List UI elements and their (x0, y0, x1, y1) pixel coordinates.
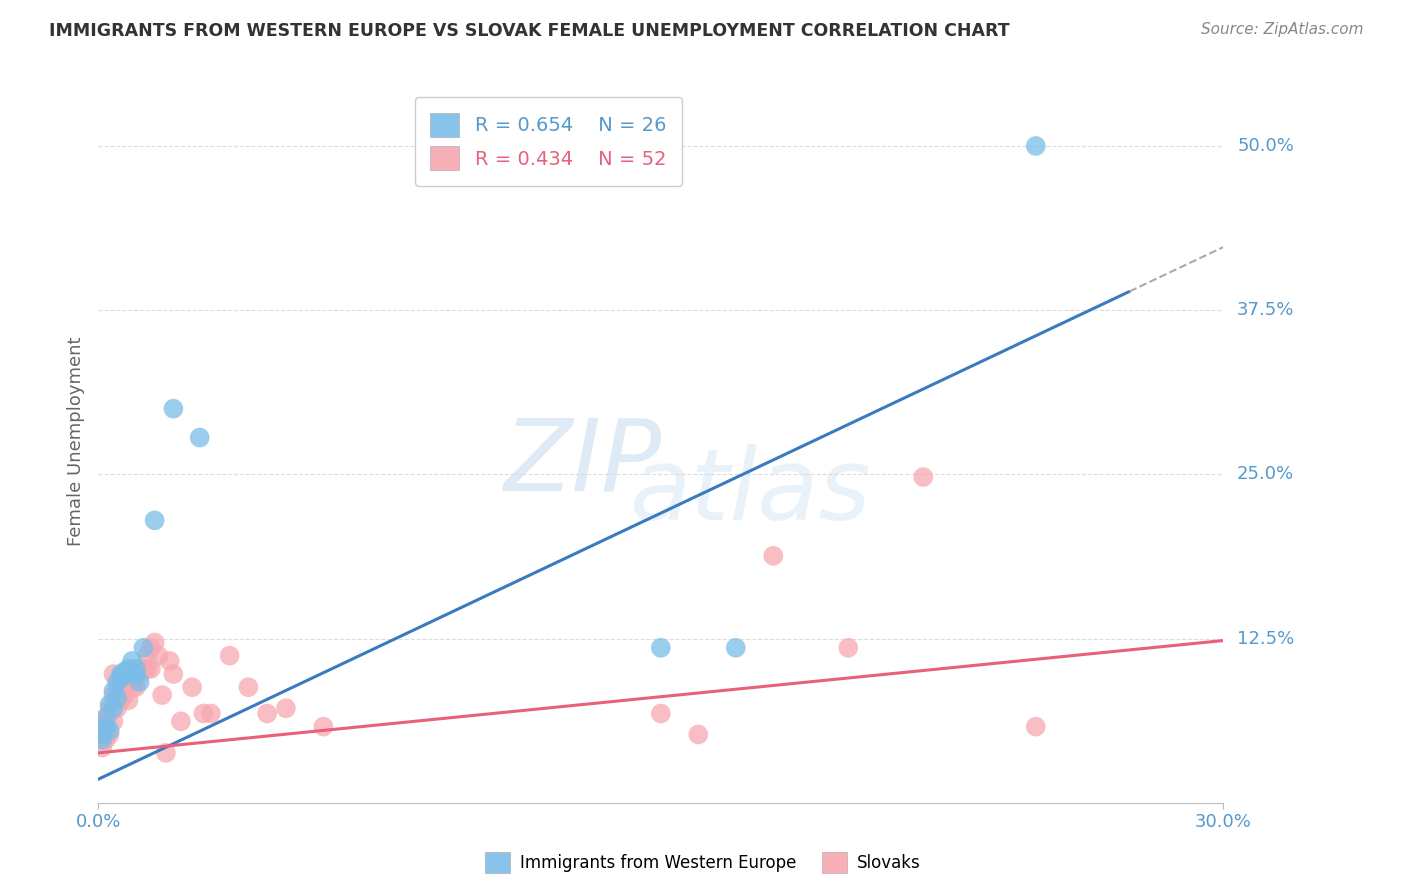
Text: Source: ZipAtlas.com: Source: ZipAtlas.com (1201, 22, 1364, 37)
Point (132, 640, 155, 655)
Point (91, 714, 114, 729)
Point (94, 710, 117, 724)
Point (312, 720, 335, 734)
Point (1025, 139, 1047, 153)
Point (650, 640, 672, 655)
Point (114, 665, 136, 679)
Point (132, 662, 155, 676)
Point (121, 654, 143, 668)
Point (103, 701, 125, 715)
Point (188, 431, 211, 445)
Legend: Immigrants from Western Europe, Slovaks: Immigrants from Western Europe, Slovaks (479, 846, 927, 880)
Text: 37.5%: 37.5% (1237, 301, 1295, 319)
Point (155, 746, 177, 760)
Text: 12.5%: 12.5% (1237, 630, 1295, 648)
Point (94, 720, 117, 734)
Point (105, 675, 128, 690)
Point (117, 693, 139, 707)
Point (114, 688, 136, 702)
Point (912, 470, 935, 484)
Point (200, 706, 222, 721)
Point (650, 706, 672, 721)
Point (98, 698, 121, 712)
Point (762, 549, 785, 563)
Point (121, 680, 143, 694)
Point (103, 684, 125, 698)
Point (162, 667, 184, 681)
Point (110, 693, 132, 707)
Point (724, 640, 747, 655)
Point (139, 640, 162, 655)
Point (143, 513, 166, 527)
Point (121, 675, 143, 690)
Point (91, 732, 114, 747)
Point (117, 675, 139, 690)
Point (150, 688, 173, 702)
Point (256, 706, 278, 721)
Point (238, 680, 260, 694)
Point (110, 667, 132, 681)
Text: 25.0%: 25.0% (1237, 466, 1295, 483)
Point (94, 732, 117, 747)
Point (103, 714, 125, 729)
Point (274, 701, 297, 715)
Point (125, 667, 148, 681)
Text: atlas: atlas (630, 443, 872, 541)
Point (110, 671, 132, 685)
Point (159, 654, 181, 668)
Point (128, 675, 150, 690)
Point (117, 662, 139, 676)
Point (136, 648, 159, 663)
Point (181, 680, 204, 694)
Point (837, 640, 859, 655)
Point (105, 701, 128, 715)
Point (125, 667, 148, 681)
Point (143, 635, 166, 649)
Point (94, 720, 117, 734)
Point (103, 667, 125, 681)
Point (139, 662, 162, 676)
Point (110, 675, 132, 690)
Point (136, 662, 159, 676)
Point (193, 706, 215, 721)
Point (105, 693, 128, 707)
Point (218, 648, 240, 663)
Point (1025, 720, 1047, 734)
Point (98, 706, 121, 721)
Point (91, 727, 114, 741)
Point (98, 727, 121, 741)
Point (114, 680, 136, 694)
Point (125, 680, 148, 694)
Point (148, 648, 170, 663)
Point (91, 740, 114, 755)
Text: ZIP: ZIP (503, 415, 661, 512)
Point (105, 690, 128, 705)
Point (103, 688, 125, 702)
Point (688, 727, 710, 741)
Text: IMMIGRANTS FROM WESTERN EUROPE VS SLOVAK FEMALE UNEMPLOYMENT CORRELATION CHART: IMMIGRANTS FROM WESTERN EUROPE VS SLOVAK… (49, 22, 1010, 40)
Text: 50.0%: 50.0% (1237, 137, 1294, 155)
Point (117, 667, 139, 681)
Point (125, 662, 148, 676)
Legend: R = 0.654    N = 26, R = 0.434    N = 52: R = 0.654 N = 26, R = 0.434 N = 52 (415, 97, 682, 186)
Point (98, 723, 121, 738)
Point (98, 701, 121, 715)
Point (105, 688, 128, 702)
Point (162, 401, 184, 416)
Point (91, 727, 114, 741)
Point (170, 714, 193, 729)
Y-axis label: Female Unemployment: Female Unemployment (66, 337, 84, 546)
Point (94, 714, 117, 729)
Point (128, 667, 150, 681)
